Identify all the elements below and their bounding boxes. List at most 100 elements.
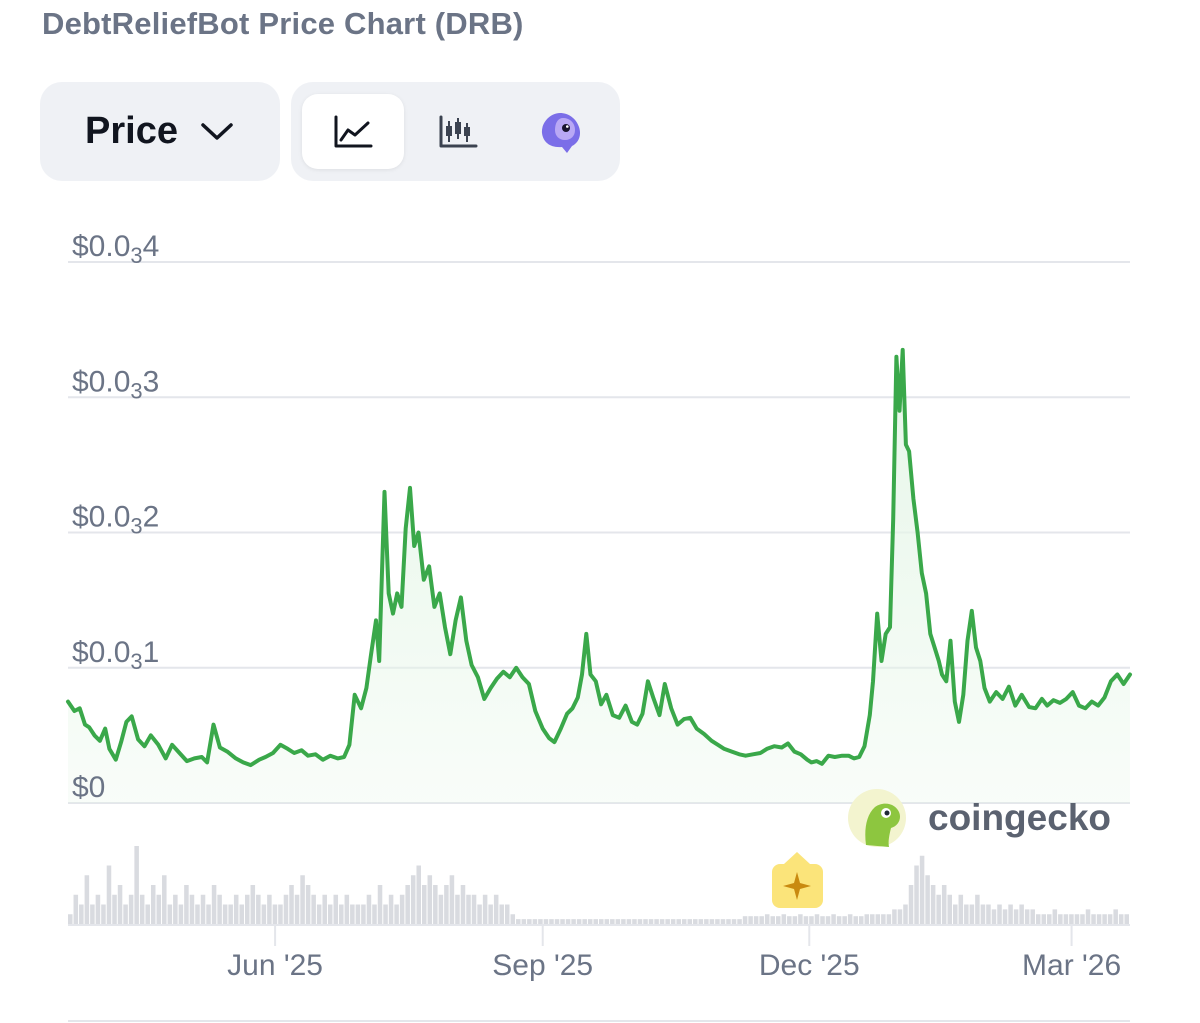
volume-bar [283,894,289,924]
volume-bar [704,919,709,924]
volume-bar [665,919,670,924]
volume-bar [753,916,759,924]
volume-bar [681,919,687,924]
candlestick-chart-icon [439,115,478,147]
volume-bar [964,904,969,924]
price-series-line [66,347,1132,768]
volume-bar [847,914,853,924]
volume-bar [333,894,339,924]
x-tick-label: Dec '25 [759,949,860,982]
volume-bar [532,919,538,924]
volume-bar [787,916,792,924]
line-chart-button[interactable] [302,94,404,169]
volume-bar [239,904,244,924]
volume-bar [438,894,444,924]
volume-bar [870,914,875,924]
y-tick-label: $0 [72,771,105,804]
volume-bar [576,919,582,924]
volume-bar [587,919,593,924]
volume-bar [1035,914,1041,924]
volume-bar [1058,914,1063,924]
volume-bar [228,904,233,924]
volume-bar [101,904,106,924]
volume-bar [637,919,643,924]
volume-bar [1008,904,1013,924]
volume-bar [842,916,847,924]
volume-bar [516,919,521,924]
volume-bar [886,914,892,924]
volume-bar [95,894,101,924]
volume-bar [222,904,228,924]
y-tick-label: $0.032 [72,501,159,539]
volume-bar [79,904,84,924]
volume-bar [73,894,79,924]
volume-bar [184,885,189,924]
coingecko-logo-icon [848,789,906,847]
volume-bar [245,894,250,924]
ai-insight-badge[interactable] [772,852,823,908]
volume-bar [300,875,305,924]
price-dropdown[interactable]: Price [40,82,280,181]
volume-bar [1030,909,1035,924]
volume-bar [969,904,975,924]
volume-bar [1002,909,1008,924]
chevron-down-icon [201,122,233,140]
ai-assistant-button[interactable] [509,94,611,169]
price-area [68,349,1130,803]
volume-bar [1019,904,1024,924]
volume-bar [953,904,958,924]
volume-bar [1124,914,1129,924]
line-chart-icon [334,115,373,147]
volume-bar [947,894,952,924]
volume-bar [908,885,914,924]
x-tick-label: Jun '25 [227,949,323,982]
volume-bar [1113,909,1118,924]
volume-bar [1107,914,1113,924]
volume-bar [200,894,206,924]
volume-bar [798,914,803,924]
price-dropdown-label: Price [85,110,178,152]
volume-bar [538,919,543,924]
volume-bar [377,885,383,924]
volume-bar [90,904,95,924]
volume-bar [809,916,814,924]
volume-bar [206,904,211,924]
candlestick-chart-button[interactable] [407,94,509,169]
volume-bar [864,914,870,924]
volume-bar [814,914,820,924]
volume-bar [715,919,720,924]
volume-bar [499,904,504,924]
volume-bar [410,875,416,924]
volume-bar [621,919,626,924]
volume-bar [162,875,167,924]
volume-bar [305,885,311,924]
sparkle-icon [783,872,811,900]
volume-bar [919,855,925,924]
volume-bar [1047,914,1052,924]
volume-bar [327,904,333,924]
volume-bar [925,875,930,924]
volume-bar [350,904,355,924]
volume-bar [355,904,361,924]
volume-bar [759,916,764,924]
volume-bar [748,916,753,924]
volume-bar [427,875,433,924]
volume-bar [610,919,615,924]
volume-bar [1013,909,1019,924]
volume-bar [726,919,731,924]
volume-bar [543,919,549,924]
volume-bar [1074,914,1080,924]
volume-bar [493,894,499,924]
volume-bar [731,919,737,924]
volume-bar [632,919,637,924]
volume-bar [941,885,947,924]
volume-bar [278,904,283,924]
volume-bar [670,919,676,924]
volume-bar [836,916,842,924]
volume-bar [372,904,377,924]
volume-bar [455,894,460,924]
volume-bar [1096,914,1102,924]
volume-bar [892,909,897,924]
volume-bar [449,875,455,924]
